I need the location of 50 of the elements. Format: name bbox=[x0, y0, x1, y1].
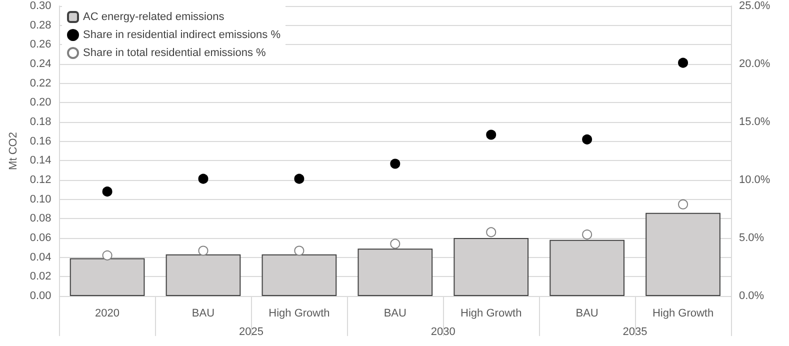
x-tick-label: BAU bbox=[576, 308, 598, 320]
point bbox=[390, 158, 400, 169]
x-tick-label: BAU bbox=[384, 308, 407, 320]
y-tick-label: 0.06 bbox=[30, 232, 52, 244]
point bbox=[390, 238, 400, 249]
y-tick-label: 0.20 bbox=[30, 96, 52, 109]
y2-tick-label: 20.0% bbox=[739, 58, 770, 70]
y-tick-label: 0.30 bbox=[30, 0, 52, 12]
y2-tick-label: 0.0% bbox=[739, 290, 764, 302]
legend-label: Share in residential indirect emissions % bbox=[83, 29, 281, 41]
point bbox=[294, 246, 304, 256]
y2-tick-label: 15.0% bbox=[739, 116, 770, 128]
x-tick-label: 2020 bbox=[95, 308, 120, 320]
y-tick-label: 0.00 bbox=[30, 290, 52, 302]
point bbox=[582, 134, 592, 144]
y-tick-label: 0.02 bbox=[30, 270, 52, 283]
y-tick-label: 0.28 bbox=[30, 19, 52, 32]
y-tick-label: 0.10 bbox=[30, 193, 52, 206]
y-tick-label: 0.22 bbox=[30, 77, 52, 90]
point bbox=[294, 174, 304, 184]
point bbox=[678, 199, 688, 210]
point bbox=[678, 58, 688, 68]
y2-tick-label: 5.0% bbox=[739, 232, 764, 244]
text: 2025 bbox=[238, 326, 264, 338]
y-tick-label: 0.14 bbox=[30, 154, 52, 167]
y-tick-label: 0.24 bbox=[30, 58, 52, 70]
y-tick-label: 0.26 bbox=[30, 38, 52, 51]
point bbox=[102, 186, 112, 197]
point bbox=[486, 130, 496, 140]
y-tick-label: 0.08 bbox=[30, 212, 52, 225]
point bbox=[198, 246, 208, 256]
y-tick-label: 0.16 bbox=[30, 135, 52, 148]
y-tick-label: 0.04 bbox=[30, 251, 52, 264]
x-tick-label: High Growth bbox=[652, 308, 714, 320]
point bbox=[582, 230, 592, 240]
y2-tick-label: 10.0% bbox=[739, 174, 770, 186]
legend-label: AC energy-related emissions bbox=[83, 11, 225, 23]
x-tick-label: High Growth bbox=[460, 308, 522, 320]
text: 2035 bbox=[622, 326, 648, 338]
y-tick-label: 0.12 bbox=[30, 174, 52, 186]
text: 2030 bbox=[430, 326, 456, 338]
y2-tick-label: 25.0% bbox=[739, 0, 770, 12]
point bbox=[198, 174, 208, 184]
point bbox=[102, 250, 112, 260]
legend-label: Share in total residential emissions % bbox=[83, 47, 266, 59]
y-axis-title: Mt CO2 bbox=[8, 132, 20, 170]
x-tick-label: High Growth bbox=[268, 308, 330, 320]
y-tick-label: 0.18 bbox=[30, 116, 52, 128]
x-tick-label: BAU bbox=[192, 308, 215, 320]
point bbox=[486, 227, 496, 238]
